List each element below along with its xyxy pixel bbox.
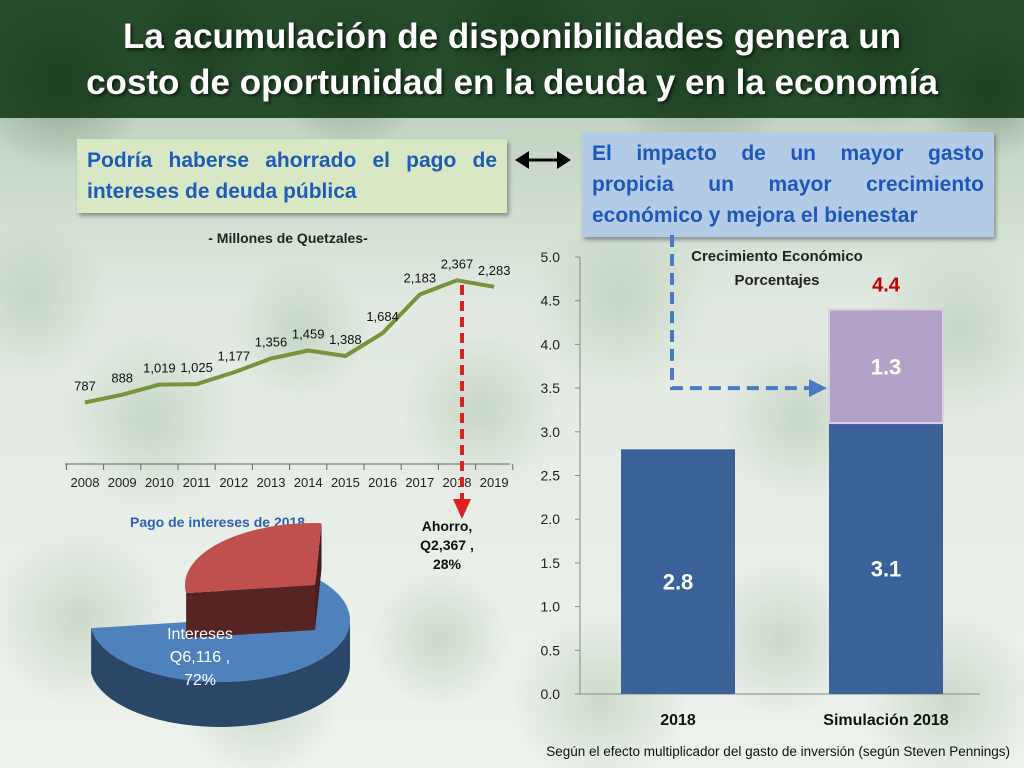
red-dashed-arrow	[453, 285, 471, 519]
foliage-blob	[400, 330, 560, 490]
pie-slice-ahorro	[185, 523, 322, 594]
bar-segment	[828, 308, 944, 425]
savings-callout-line-1: Podría haberse ahorrado el pago de	[87, 149, 497, 172]
line-chart-data-label: 1,684	[366, 309, 399, 324]
foliage-blob	[700, 560, 860, 720]
bar-chart-y-label: 5.0	[541, 249, 561, 265]
foliage-blob	[270, 0, 430, 150]
footnote: Según el efecto multiplicador del gasto …	[546, 744, 1010, 759]
line-chart-x-label: 2008	[71, 475, 100, 490]
bar-chart-y-label: 4.5	[541, 293, 561, 309]
foliage-blob	[370, 570, 510, 710]
line-chart-x-label: 2010	[145, 475, 174, 490]
bar-chart-y-label: 4.0	[541, 336, 561, 352]
bar-chart-title-line-1: Crecimiento Económico	[691, 248, 863, 265]
line-chart-data-label: 1,459	[292, 327, 325, 342]
line-chart-x-label: 2018	[443, 475, 472, 490]
pie-slice-ahorro-side	[315, 523, 322, 630]
bar-value-label: 3.1	[871, 557, 902, 582]
impact-callout-line-1: El impacto de un mayor gasto	[592, 142, 984, 165]
line-chart-data-label: 888	[111, 371, 133, 386]
pie-label-ahorro: Q2,367 ,	[420, 537, 474, 553]
line-chart-data-label: 787	[74, 379, 96, 394]
foliage-blob	[0, 0, 150, 170]
bar-segment	[829, 423, 943, 694]
line-chart-x-label: 2016	[368, 475, 397, 490]
foliage-blob	[0, 220, 110, 380]
foliage-blob	[920, 20, 1024, 160]
line-chart-data-label: 2,283	[478, 263, 511, 278]
pie-slice-intereses-side	[91, 620, 351, 727]
line-chart-x-label: 2009	[108, 475, 137, 490]
double-arrow-icon	[515, 151, 571, 169]
foliage-blob	[430, 0, 610, 120]
interest-line-chart: - Millones de Quetzales- 2008 2009 2010 201…	[65, 230, 514, 490]
bar-value-label: 1.3	[871, 354, 902, 379]
pie-label-intereses: 72%	[184, 672, 216, 689]
pie-chart-title: Pago de intereses de 2018	[130, 514, 305, 530]
interest-series-line	[84, 278, 495, 405]
line-chart-x-label: 2019	[480, 475, 509, 490]
line-chart-x-label: 2015	[331, 475, 360, 490]
growth-bar-chart: Crecimiento Económico Porcentajes 0.0 0.5…	[541, 235, 980, 729]
bar-value-label: 2.8	[663, 570, 694, 595]
bar-segment	[621, 449, 735, 694]
total-growth-label: 4.4	[872, 274, 901, 296]
bar-chart-x-label: 2018	[660, 712, 696, 729]
blue-arrow-head	[809, 379, 827, 398]
bar-chart-y-label: 0.5	[541, 642, 561, 658]
impact-callout: El impacto de un mayor gasto propicia un…	[582, 132, 994, 237]
impact-callout-line-2: propicia un mayor crecimiento	[592, 173, 984, 196]
bar-chart-x-label: Simulación 2018	[823, 712, 948, 729]
bar-chart-y-label: 1.0	[541, 599, 561, 615]
line-chart-data-label: 1,019	[143, 361, 176, 376]
pie-label-ahorro: Ahorro,	[422, 518, 473, 534]
title-line-1: La acumulación de disponibilidades gener…	[123, 17, 901, 56]
foliage-blob	[230, 260, 370, 400]
line-chart-subtitle: - Millones de Quetzales-	[208, 230, 368, 246]
bar-chart-y-label: 2.0	[541, 511, 561, 527]
line-chart-data-label: 2,183	[404, 271, 437, 286]
line-chart-data-label: 1,177	[218, 348, 251, 363]
bar-chart-title-line-2: Porcentajes	[734, 272, 819, 289]
blue-dashed-elbow-arrow	[670, 235, 811, 391]
pie-slice-ahorro-cut	[186, 585, 315, 639]
pie-label-ahorro: 28%	[433, 556, 462, 572]
line-chart-x-label: 2014	[294, 475, 323, 490]
bar-chart-y-label: 0.0	[541, 686, 561, 702]
pie-label-intereses: Intereses	[167, 626, 233, 643]
line-chart-data-label: 1,356	[255, 335, 288, 350]
interest-pie-chart: Pago de intereses de 2018 Intereses Q6,11…	[91, 514, 474, 727]
bar-chart-y-label: 3.0	[541, 424, 561, 440]
foliage-blob	[530, 210, 710, 390]
line-chart-x-label: 2017	[405, 475, 434, 490]
line-chart-data-label: 1,388	[329, 332, 362, 347]
impact-callout-line-3: económico y mejora el bienestar	[592, 204, 918, 227]
line-chart-x-label: 2013	[257, 475, 286, 490]
page-title: La acumulación de disponibilidades gener…	[0, 14, 1024, 106]
line-chart-data-label: 2,367	[441, 256, 474, 271]
bar-chart-y-label: 3.5	[541, 380, 561, 396]
title-line-2: costo de oportunidad en la deuda y en la…	[86, 63, 938, 102]
savings-callout-line-2: intereses de deuda pública	[87, 180, 357, 203]
foliage-blob	[130, 0, 270, 110]
foliage-blob	[60, 330, 240, 510]
line-chart-x-label: 2012	[219, 475, 248, 490]
line-chart-data-label: 1,025	[180, 360, 213, 375]
foliage-blob	[600, 0, 800, 160]
savings-callout: Podría haberse ahorrado el pago de inter…	[77, 139, 507, 213]
line-chart-x-label: 2011	[183, 475, 211, 490]
bar-chart-y-label: 2.5	[541, 468, 561, 484]
bar-chart-y-label: 1.5	[541, 555, 561, 571]
pie-label-intereses: Q6,116 ,	[170, 649, 230, 666]
